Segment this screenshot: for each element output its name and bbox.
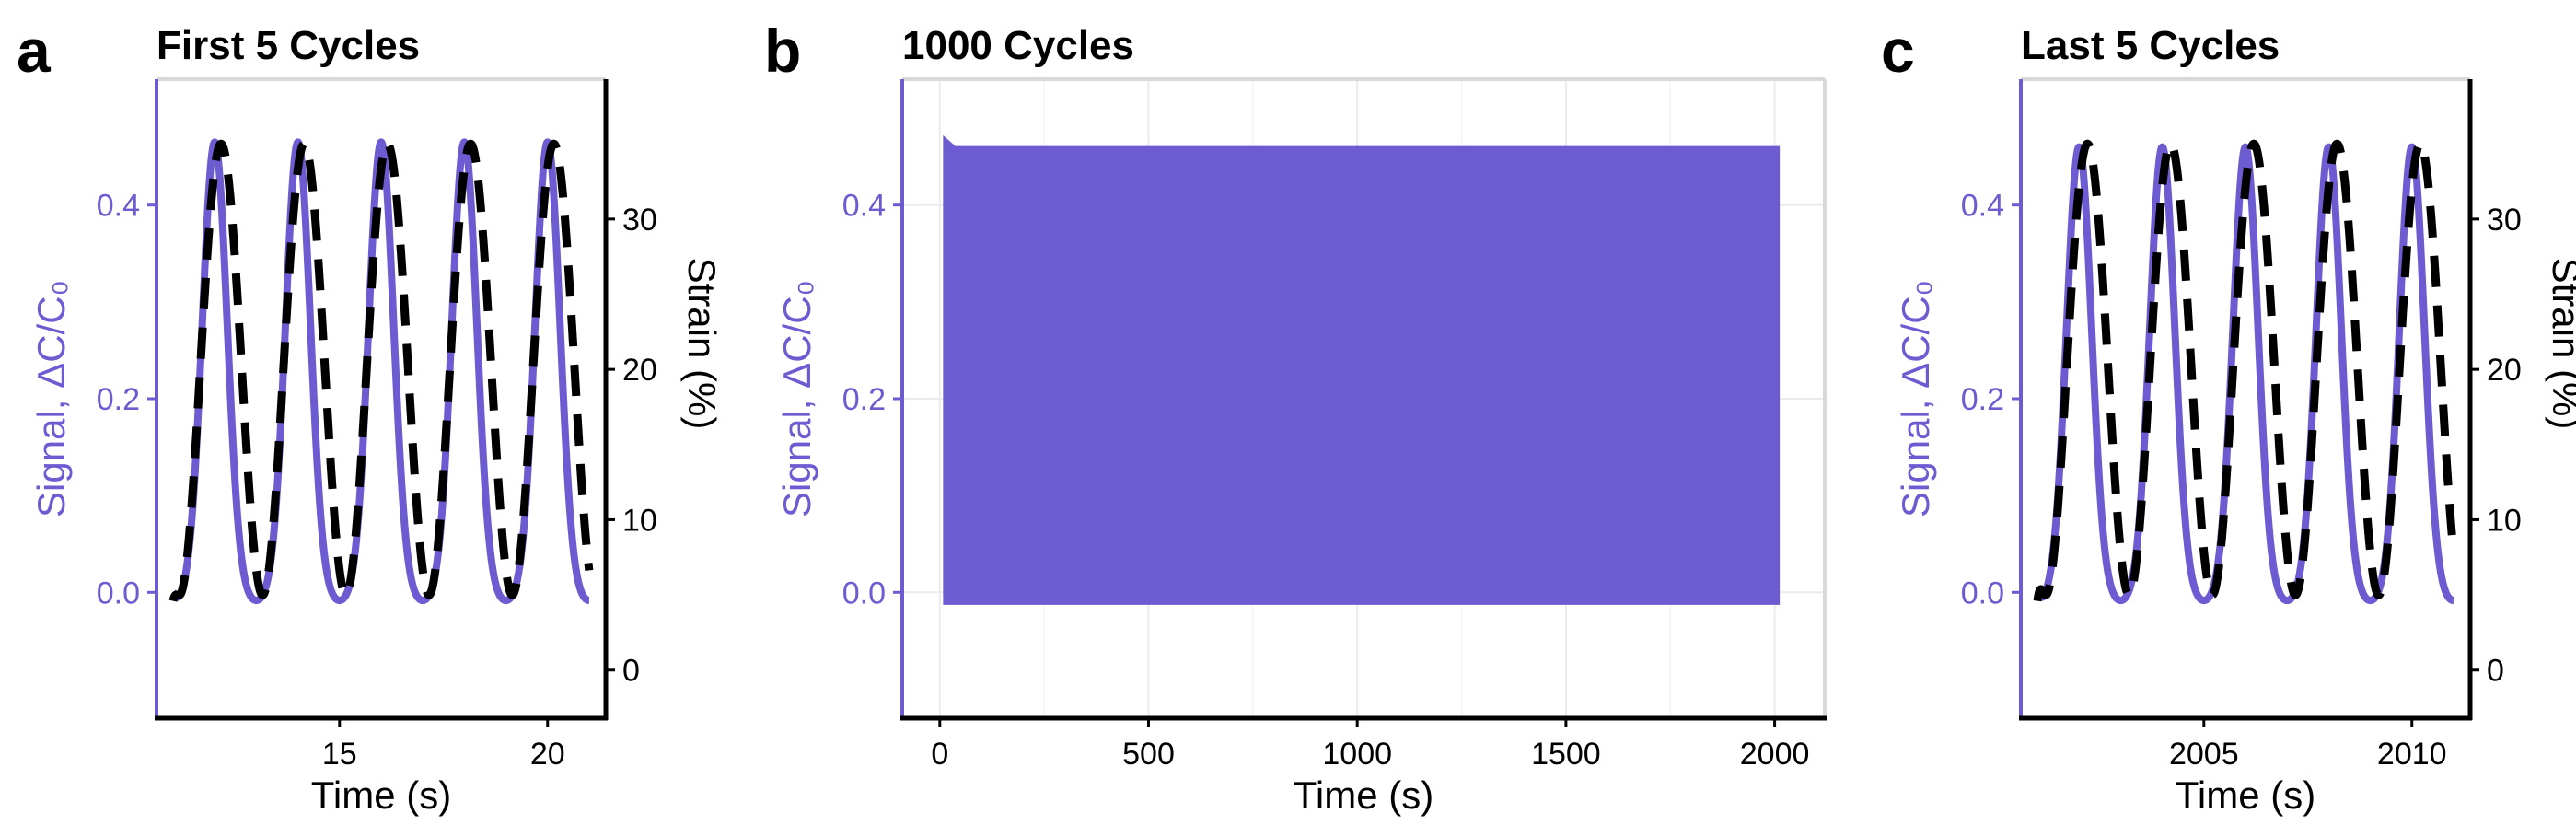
x-tick-label: 2010: [2377, 737, 2447, 772]
y-tick-label-left: 0.0: [97, 575, 140, 610]
strain-line: [168, 139, 594, 602]
plot-area: [168, 138, 594, 605]
x-tick-label: 2000: [1740, 737, 1810, 772]
plot-area: [943, 134, 1781, 605]
panel-a: a First 5 Cycles 0.0 0.2 0.4 15 20 0 10 20 30 Time …: [17, 17, 724, 817]
y-tick-label-right: 20: [2487, 353, 2522, 388]
panel-b: b 1000 Cycles 0.0 0.2 0.4 0 500 1000 1500 2000 Tim…: [764, 17, 1827, 817]
x-axis-title: Time (s): [311, 773, 451, 817]
y-tick-label-left: 0.2: [842, 382, 886, 417]
x-tick-label: 1000: [1322, 737, 1392, 772]
y-axis-title-right: Strain (%): [680, 258, 724, 430]
y-tick-label-left: 0.2: [97, 382, 140, 417]
x-tick-label: 500: [1122, 737, 1175, 772]
y-tick-label-right: 0: [622, 654, 640, 689]
y-tick-label-right: 30: [2487, 203, 2522, 238]
y-axis-title-left: Signal, ΔC/C₀: [1894, 280, 1937, 517]
x-axis-title: Time (s): [1294, 773, 1433, 817]
y-tick-label-left: 0.4: [97, 189, 140, 224]
x-tick-label: 0: [931, 737, 948, 772]
y-tick-label-right: 10: [622, 503, 657, 538]
y-axis-title-left: Signal, ΔC/C₀: [29, 280, 73, 517]
x-tick-label: 1500: [1531, 737, 1601, 772]
y-tick-label-right: 30: [622, 203, 657, 238]
x-axis-title: Time (s): [2176, 773, 2315, 817]
panel-letter: b: [764, 17, 801, 85]
panel-letter: a: [17, 17, 52, 85]
y-tick-label-left: 0.0: [1961, 575, 2004, 610]
y-tick-label-left: 0.4: [1961, 189, 2004, 224]
y-tick-label-left: 0.4: [842, 189, 886, 224]
strain-line: [2033, 139, 2458, 602]
y-tick-label-right: 0: [2487, 654, 2504, 689]
x-tick-label: 2005: [2169, 737, 2239, 772]
x-tick-label: 15: [322, 737, 357, 772]
panel-title: First 5 Cycles: [157, 23, 420, 68]
signal-band: [943, 134, 1781, 605]
y-tick-label-left: 0.2: [1961, 382, 2004, 417]
panel-title: Last 5 Cycles: [2021, 23, 2280, 68]
y-axis-title-right: Strain (%): [2545, 258, 2576, 430]
plot-area: [2033, 139, 2458, 605]
panel-letter: c: [1881, 17, 1915, 85]
y-tick-label-right: 10: [2487, 503, 2522, 538]
panel-title: 1000 Cycles: [902, 23, 1134, 68]
panel-c: c Last 5 Cycles 0.0 0.2 0.4 2005 2010 0 10 20 30 Ti…: [1881, 17, 2576, 817]
y-tick-label-right: 20: [622, 353, 657, 388]
signal-line: [169, 138, 593, 605]
y-tick-label-left: 0.0: [842, 575, 886, 610]
y-axis-title-left: Signal, ΔC/C₀: [775, 280, 818, 517]
x-tick-label: 20: [530, 737, 565, 772]
